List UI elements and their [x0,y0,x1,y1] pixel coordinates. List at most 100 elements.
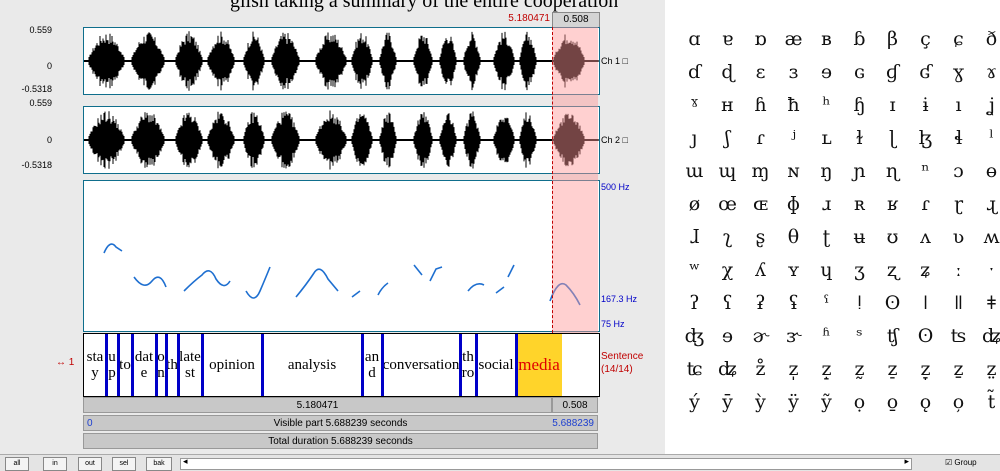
zoom-back-button[interactable]: bak [146,457,172,471]
ipa-symbol-button[interactable]: ʉ [853,225,866,248]
ipa-symbol-button[interactable]: ɬ [954,126,963,149]
ipa-symbol-button[interactable]: ɑ [688,27,701,50]
ipa-symbol-button[interactable]: ɰ [718,159,737,182]
tier-interval[interactable]: opinion [209,357,255,373]
ipa-symbol-button[interactable]: ɜ [788,60,799,83]
ipa-symbol-button[interactable]: ǃ [856,291,863,314]
ipa-symbol-button[interactable]: ʌ [920,225,931,248]
selection-duration[interactable]: 0.508 [552,397,598,413]
ipa-symbol-button[interactable]: ʔ [689,291,700,314]
ipa-symbol-button[interactable]: ʕ [722,291,733,314]
tier-interval[interactable]: media [516,334,562,396]
ipa-symbol-button[interactable]: ʧ [886,324,899,347]
time-scrollbar[interactable]: ◂ ▸ [180,456,912,470]
ipa-symbol-button[interactable]: ɫ [855,126,864,149]
ipa-symbol-button[interactable]: ọ [853,390,866,413]
ipa-symbol-button[interactable]: ʡ [755,291,766,314]
ipa-symbol-button[interactable]: ɳ [885,159,900,182]
waveform-channel-2[interactable] [83,106,600,174]
tier-boundary[interactable] [475,334,478,396]
ipa-symbol-button[interactable]: β [887,27,898,50]
ipa-symbol-button[interactable]: æ [784,27,803,50]
tier-interval[interactable]: on [157,349,165,381]
ipa-symbol-button[interactable]: ʑ [920,258,931,281]
pitch-panel[interactable] [83,180,600,332]
ipa-symbol-button[interactable]: ỳ [755,390,766,413]
tier-interval[interactable]: conversation [382,357,460,373]
ipa-symbol-button[interactable]: ɣ [952,60,965,83]
ipa-symbol-button[interactable]: ʥ [982,324,1000,347]
channel-1-toggle[interactable]: Ch 1 □ [601,56,628,66]
ipa-symbol-button[interactable]: ɾ [756,126,765,149]
ipa-symbol-button[interactable]: ÿ [788,390,799,413]
ipa-symbol-button[interactable]: ʍ [983,225,1000,248]
ipa-symbol-button[interactable]: ɾ [921,192,930,215]
ipa-symbol-button[interactable]: z̞ [920,357,931,380]
ipa-symbol-button[interactable]: ʨ [686,357,703,380]
ipa-symbol-button[interactable]: ŋ [820,159,833,182]
tier-interval[interactable]: to [119,357,131,373]
ipa-symbol-button[interactable]: ɮ [918,126,933,149]
ipa-symbol-button[interactable]: ʦ [950,324,967,347]
ipa-symbol-button[interactable]: z̊ [755,357,766,380]
total-duration-bar[interactable]: Total duration 5.688239 seconds [83,433,598,449]
visible-part-bar[interactable]: 0 Visible part 5.688239 seconds 5.688239 [83,415,598,431]
ipa-symbol-button[interactable]: z̩ [788,357,799,380]
ipa-symbol-button[interactable]: ɧ [853,93,866,116]
ipa-symbol-button[interactable]: ǁ [953,291,964,314]
ipa-symbol-button[interactable]: ɻ [986,192,997,215]
ipa-symbol-button[interactable]: ð [985,27,998,50]
ipa-symbol-button[interactable]: ỹ [821,390,832,413]
ipa-symbol-button[interactable]: ʁ [886,192,899,215]
ipa-symbol-button[interactable]: ʂ [755,225,766,248]
ipa-symbol-button[interactable]: ʰ [822,93,831,116]
ipa-symbol-button[interactable]: ɴ [787,159,800,182]
ipa-symbol-button[interactable]: θ [787,225,800,248]
ipa-symbol-button[interactable]: ɘ [721,324,734,347]
tier-boundary[interactable] [381,334,384,396]
waveform-channel-1[interactable] [83,27,600,95]
tier-interval[interactable]: social [478,357,514,373]
ipa-symbol-button[interactable]: ʎ [755,258,766,281]
ipa-symbol-button[interactable]: ɵ [985,159,998,182]
scroll-right-arrow[interactable]: ▸ [904,456,909,466]
tier-interval[interactable]: up [108,349,116,381]
tier-boundary[interactable] [201,334,204,396]
ipa-symbol-button[interactable]: ɢ [853,60,865,83]
ipa-symbol-button[interactable]: ẕ [953,357,964,380]
ipa-symbol-button[interactable]: ʝ [988,93,995,116]
tier-interval[interactable]: th [166,357,178,373]
tier-interval[interactable]: analysis [287,357,337,373]
ipa-symbol-button[interactable]: ʷ [688,258,701,281]
ipa-symbol-button[interactable]: ʋ [952,225,965,248]
ipa-symbol-button[interactable]: o̦ [952,390,965,413]
tier-interval[interactable]: thro [461,349,475,381]
ipa-symbol-button[interactable]: o̱ [886,390,899,413]
tier-boundary[interactable] [459,334,462,396]
ipa-symbol-button[interactable]: ǫ [919,390,932,413]
tier-interval[interactable]: stay [86,349,104,381]
ipa-symbol-button[interactable]: ʘ [884,291,901,314]
channel-2-toggle[interactable]: Ch 2 □ [601,135,628,145]
ipa-symbol-button[interactable]: ʀ [853,192,866,215]
tier-interval[interactable]: latest [179,349,201,381]
tier-boundary[interactable] [105,334,108,396]
ipa-symbol-button[interactable]: ˠ [690,93,699,116]
ipa-symbol-button[interactable]: ʈ [822,225,831,248]
ipa-symbol-button[interactable]: t̃ [987,390,996,413]
text-tier[interactable]: stay up to date on th latest opinion analysis and… [83,333,600,397]
tier-boundary[interactable] [117,334,120,396]
ipa-symbol-button[interactable]: ɐ [721,27,734,50]
tier-boundary[interactable] [131,334,134,396]
ipa-symbol-button[interactable]: ɹ [821,192,832,215]
ipa-symbol-button[interactable]: ç [920,27,931,50]
ipa-symbol-button[interactable]: z̤ [986,357,997,380]
tier-number[interactable]: ↔ 1 [56,357,75,368]
ipa-symbol-button[interactable]: ʐ [886,258,899,281]
ipa-symbol-button[interactable]: ˑ [988,258,995,281]
ipa-symbol-button[interactable]: ȳ [722,390,733,413]
ipa-symbol-button[interactable]: z̰ [854,357,865,380]
ipa-symbol-button[interactable]: ʜ [721,93,734,116]
ipa-symbol-button[interactable]: ɔ [953,159,964,182]
ipa-symbol-button[interactable]: ɱ [751,159,770,182]
